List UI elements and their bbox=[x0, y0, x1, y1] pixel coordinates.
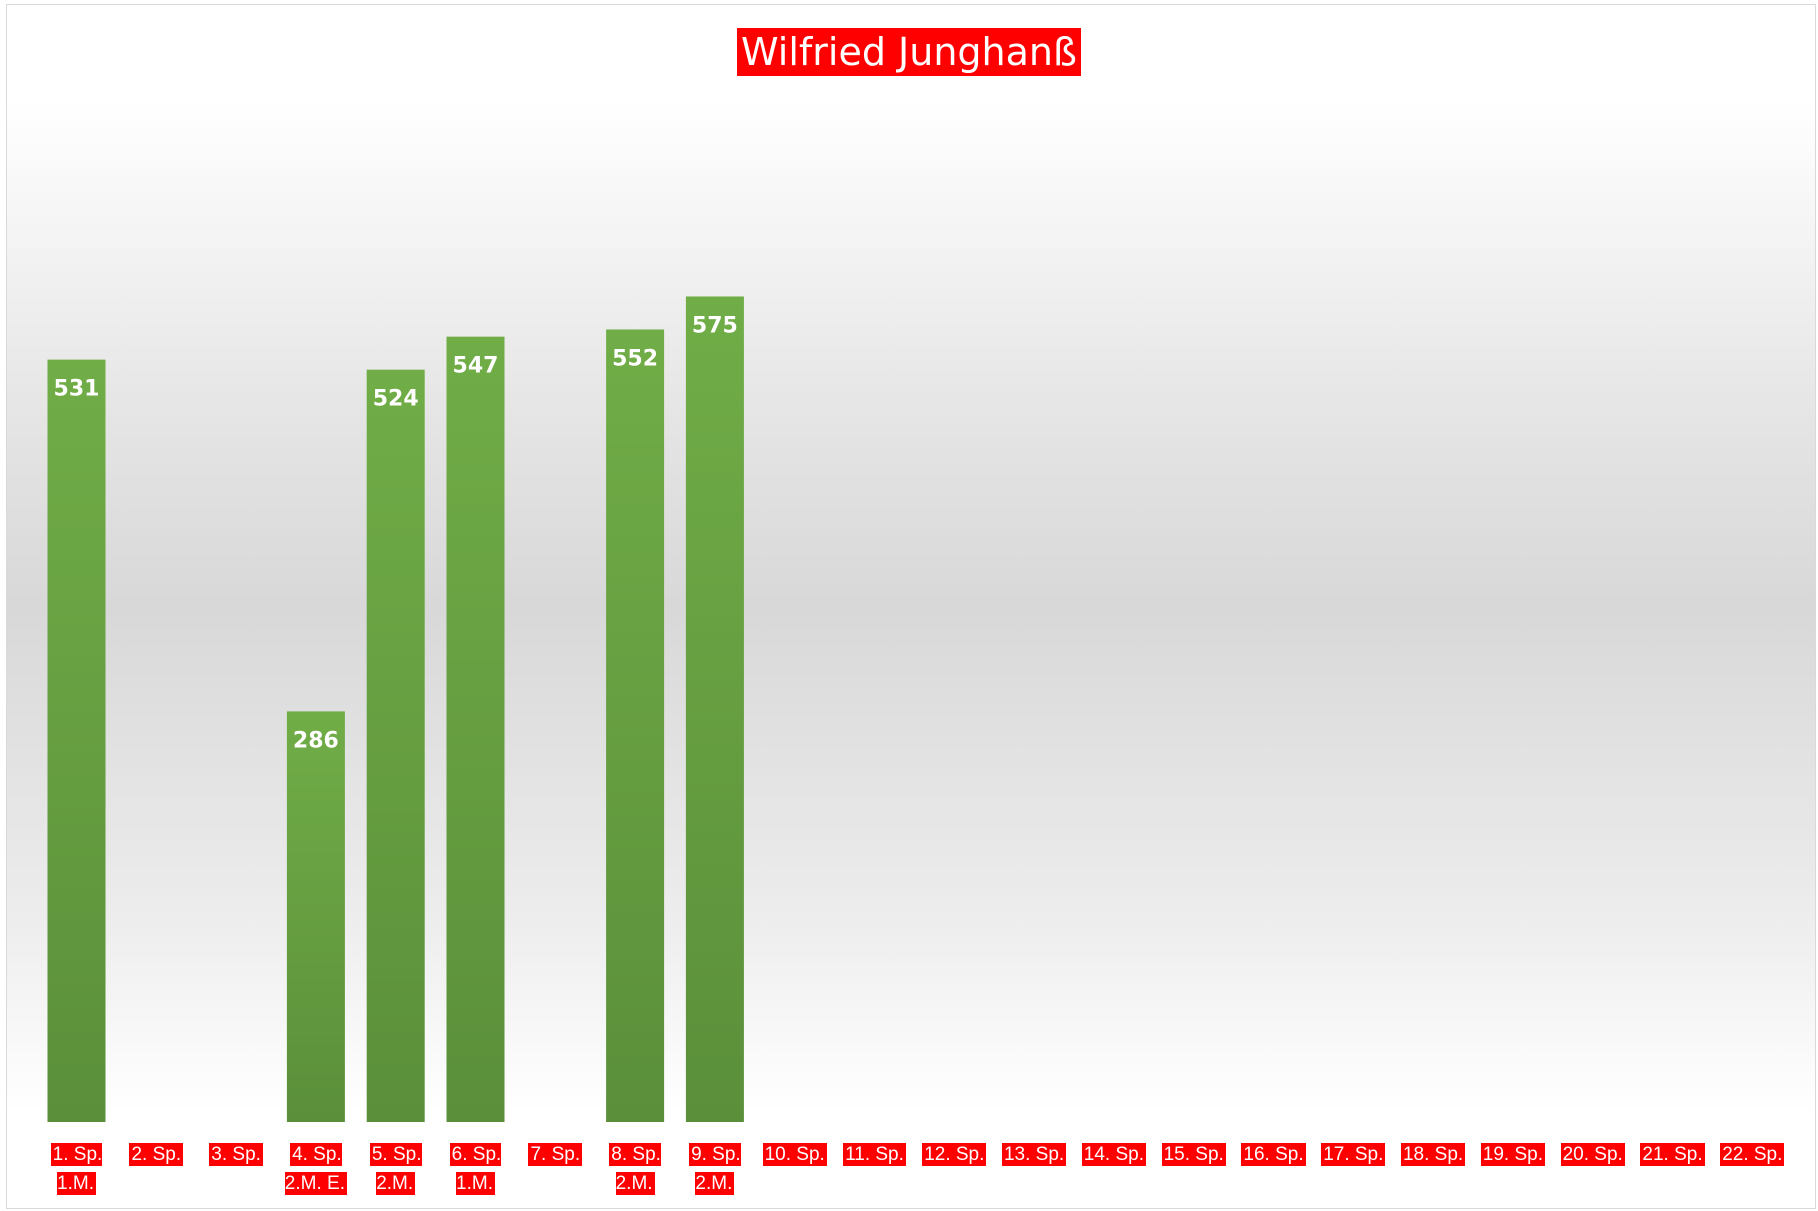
bar bbox=[606, 329, 665, 1122]
x-tick-label-box: 14. Sp. bbox=[1069, 1140, 1159, 1169]
x-tick-label: 2. Sp. bbox=[129, 1143, 184, 1166]
x-tick-label-box: 5. Sp. 2.M. bbox=[351, 1140, 441, 1198]
x-tick-label: 22. Sp. bbox=[1720, 1143, 1785, 1166]
x-tick-label-box: 15. Sp. bbox=[1149, 1140, 1239, 1169]
bar bbox=[366, 369, 425, 1123]
value-label: 552 bbox=[612, 346, 658, 371]
x-tick-label-box: 12. Sp. bbox=[909, 1140, 999, 1169]
x-tick-label-box: 2. Sp. bbox=[111, 1140, 201, 1169]
value-label: 547 bbox=[453, 354, 499, 379]
bar bbox=[446, 336, 505, 1122]
x-tick-label-box: 11. Sp. bbox=[830, 1140, 920, 1169]
title-box: Wilfried Junghanß bbox=[0, 28, 1818, 76]
x-tick-label: 9. Sp. 2.M. bbox=[689, 1143, 741, 1195]
x-tick-label: 16. Sp. bbox=[1241, 1143, 1306, 1166]
value-label: 286 bbox=[293, 728, 339, 753]
x-tick-label-box: 19. Sp. bbox=[1468, 1140, 1558, 1169]
x-tick-label-box: 10. Sp. bbox=[750, 1140, 840, 1169]
x-tick-label-box: 6. Sp. 1.M. bbox=[431, 1140, 521, 1198]
x-tick-label: 6. Sp. 1.M. bbox=[449, 1143, 502, 1195]
x-tick-label-box: 4. Sp. 2.M. E. bbox=[271, 1140, 361, 1198]
bar bbox=[685, 296, 744, 1122]
x-tick-label: 17. Sp. bbox=[1321, 1143, 1386, 1166]
x-tick-label: 3. Sp. bbox=[209, 1143, 263, 1166]
x-tick-label: 15. Sp. bbox=[1161, 1143, 1226, 1166]
x-tick-label: 12. Sp. bbox=[922, 1143, 987, 1166]
x-tick-label-box: 1. Sp. 1.M. bbox=[32, 1140, 122, 1198]
x-tick-label-box: 18. Sp. bbox=[1388, 1140, 1478, 1169]
x-tick-label-box: 9. Sp. 2.M. bbox=[670, 1140, 760, 1198]
x-tick-label: 4. Sp. 2.M. E. bbox=[284, 1143, 347, 1195]
value-label: 524 bbox=[373, 387, 419, 412]
value-label: 575 bbox=[692, 313, 738, 338]
x-tick-label: 21. Sp. bbox=[1640, 1143, 1705, 1166]
x-tick-label: 20. Sp. bbox=[1560, 1143, 1625, 1166]
x-tick-label: 8. Sp. 2.M. bbox=[609, 1143, 661, 1195]
x-tick-label-box: 16. Sp. bbox=[1229, 1140, 1319, 1169]
x-tick-label: 1. Sp. 1.M. bbox=[50, 1143, 103, 1195]
bar bbox=[47, 359, 106, 1122]
x-tick-label: 13. Sp. bbox=[1001, 1143, 1067, 1166]
x-tick-label-box: 3. Sp. bbox=[191, 1140, 281, 1169]
x-tick-label: 19. Sp. bbox=[1480, 1143, 1545, 1166]
x-tick-label-box: 8. Sp. 2.M. bbox=[590, 1140, 680, 1198]
x-tick-label: 10. Sp. bbox=[762, 1143, 827, 1166]
x-tick-label: 11. Sp. bbox=[843, 1143, 906, 1166]
x-tick-label: 14. Sp. bbox=[1081, 1143, 1146, 1166]
x-tick-label-box: 20. Sp. bbox=[1548, 1140, 1638, 1169]
x-tick-label: 7. Sp. bbox=[528, 1143, 583, 1166]
x-tick-label-box: 17. Sp. bbox=[1308, 1140, 1398, 1169]
x-tick-label: 18. Sp. bbox=[1400, 1143, 1466, 1166]
bar bbox=[286, 711, 345, 1122]
value-label: 531 bbox=[54, 377, 100, 402]
x-tick-label-box: 21. Sp. bbox=[1628, 1140, 1718, 1169]
x-tick-label: 5. Sp. 2.M. bbox=[369, 1143, 422, 1195]
x-tick-label-box: 22. Sp. bbox=[1707, 1140, 1797, 1169]
x-tick-label-box: 7. Sp. bbox=[510, 1140, 600, 1169]
chart-title: Wilfried Junghanß bbox=[737, 28, 1081, 76]
x-tick-label-box: 13. Sp. bbox=[989, 1140, 1079, 1169]
